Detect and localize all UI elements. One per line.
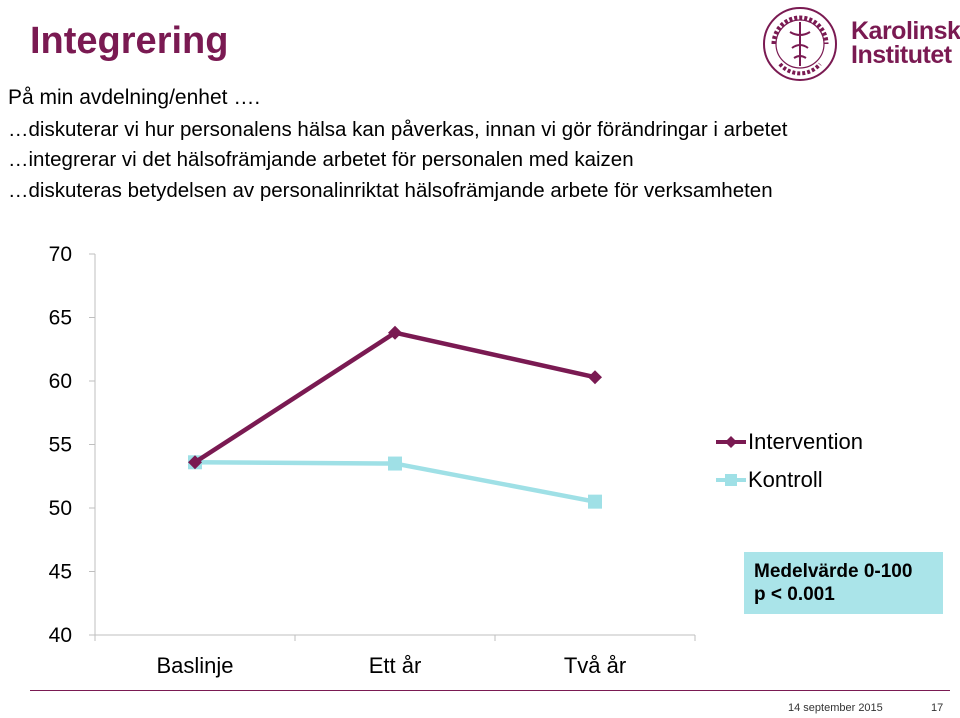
line-chart: 70 65 60 55 50 45 40 Baslinje Ett år Två år: [49, 243, 696, 678]
statement-2: …integrerar vi det hälsofrämjande arbete…: [8, 148, 634, 171]
y-tick-label: 45: [49, 561, 72, 584]
legend-label-intervention: Intervention: [748, 429, 863, 454]
x-tick-label: Baslinje: [156, 653, 233, 678]
data-point-intervention: [588, 370, 602, 385]
page-number: 17: [931, 702, 944, 714]
x-tick-label: Ett år: [369, 653, 422, 678]
series-line-intervention: [193, 330, 596, 465]
footer-divider: [30, 690, 950, 691]
y-tick-label: 50: [49, 497, 72, 520]
data-point-kontroll: [388, 456, 402, 471]
seal-icon: [763, 7, 837, 81]
slide-title: Integrering: [30, 20, 229, 62]
chart-legend: Intervention Kontroll: [714, 424, 863, 500]
square-marker-icon: [716, 474, 746, 486]
y-tick-label: 70: [49, 243, 72, 266]
footer-date: 14 september 2015: [788, 702, 883, 714]
y-tick-label: 55: [49, 434, 72, 457]
data-point-intervention: [188, 455, 202, 470]
statement-3: …diskuteras betydelsen av personalinrikt…: [8, 179, 773, 202]
intro-text: På min avdelning/enhet ….: [8, 86, 261, 109]
data-point-kontroll: [588, 494, 602, 509]
x-tick-label: Två år: [564, 653, 626, 678]
logo-wordmark: Karolinska Institutet: [851, 17, 960, 69]
diamond-marker-icon: [716, 436, 746, 448]
y-tick-label: 40: [49, 624, 72, 647]
data-point-intervention: [388, 325, 402, 340]
y-tick-label: 65: [49, 307, 72, 330]
statistics-note: Medelvärde 0-100 p < 0.001: [744, 552, 943, 614]
legend-label-kontroll: Kontroll: [748, 467, 823, 492]
note-p-value: p < 0.001: [754, 584, 835, 605]
y-tick-label: 60: [49, 370, 72, 393]
legend-item-kontroll: Kontroll: [714, 462, 863, 500]
statement-1: …diskuterar vi hur personalens hälsa kan…: [8, 118, 788, 141]
note-mean-range: Medelvärde 0-100: [754, 561, 913, 582]
legend-item-intervention: Intervention: [714, 424, 863, 462]
karolinska-logo: Karolinska Institutet: [752, 4, 960, 84]
